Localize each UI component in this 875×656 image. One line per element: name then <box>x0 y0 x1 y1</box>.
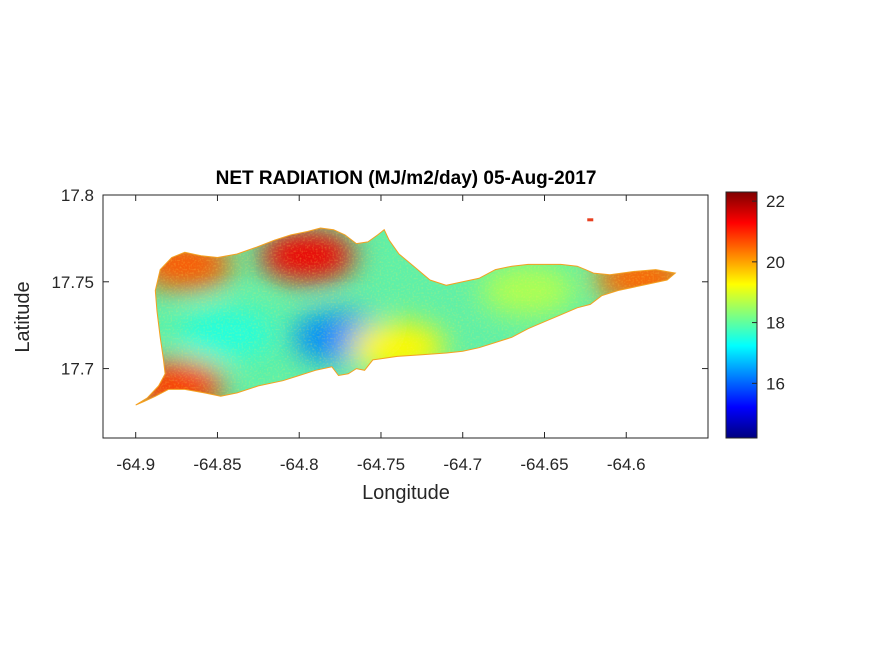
colorbar-tick-label: 20 <box>766 253 785 272</box>
x-tick-label: -64.9 <box>116 455 155 474</box>
x-tick-label: -64.65 <box>520 455 568 474</box>
colorbar-tick-label: 18 <box>766 314 785 333</box>
colorbar: 16 18 20 22 <box>725 191 785 439</box>
x-axis-ticks: -64.9 -64.85 -64.8 -64.75 -64.7 -64.65 -64.6 <box>116 195 646 474</box>
y-tick-label: 17.7 <box>61 360 94 379</box>
x-tick-label: -64.8 <box>280 455 319 474</box>
island-outline <box>135 227 677 406</box>
chart-title: NET RADIATION (MJ/m2/day) 05-Aug-2017 <box>216 168 597 189</box>
y-tick-label: 17.8 <box>61 186 94 205</box>
x-tick-label: -64.75 <box>357 455 405 474</box>
x-tick-label: -64.7 <box>443 455 482 474</box>
x-tick-label: -64.85 <box>193 455 241 474</box>
x-tick-label: -64.6 <box>607 455 646 474</box>
colorbar-ticks: 16 18 20 22 <box>752 192 785 393</box>
islet-marker <box>587 218 594 222</box>
colorbar-tick-label: 16 <box>766 374 785 393</box>
x-axis-label: Longitude <box>362 482 450 504</box>
colorbar-tick-label: 22 <box>766 192 785 211</box>
y-axis-ticks: 17.7 17.75 17.8 <box>51 186 708 379</box>
y-axis-label: Latitude <box>12 281 34 352</box>
colorbar-gradient <box>725 191 758 439</box>
y-tick-label: 17.75 <box>51 273 94 292</box>
